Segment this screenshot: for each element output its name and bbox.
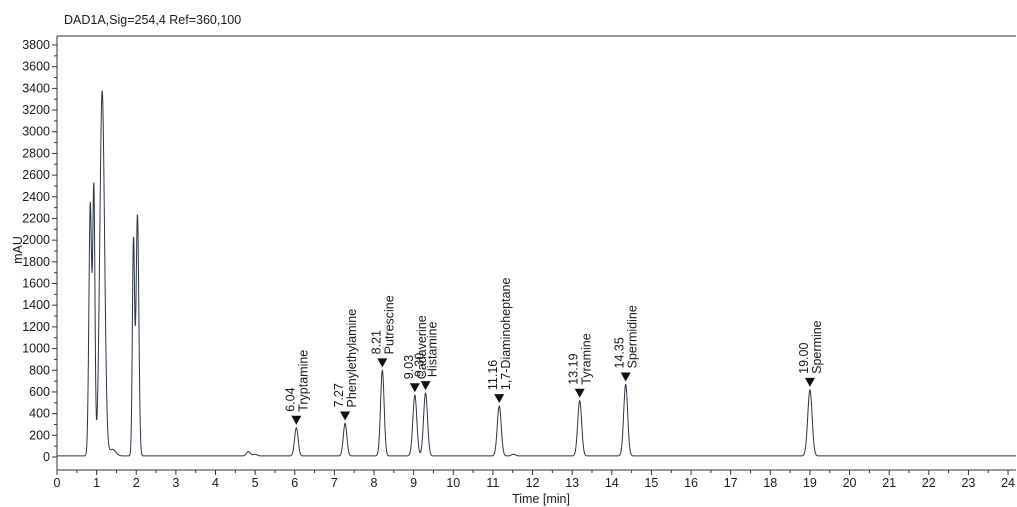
peak-marker — [377, 358, 388, 368]
x-tick-label: 19 — [803, 476, 817, 490]
y-tick-label: 2800 — [22, 146, 50, 160]
chart-title: DAD1A,Sig=254,4 Ref=360,100 — [64, 13, 242, 27]
peak-name: Putrescine — [382, 295, 396, 354]
x-tick-label: 23 — [961, 476, 975, 490]
peak-name: Histamine — [426, 321, 440, 377]
x-tick-label: 3 — [172, 476, 179, 490]
axes: 0200400600800100012001400160018002000220… — [22, 35, 1016, 490]
y-tick-label: 1800 — [22, 255, 50, 269]
peak-marker — [340, 411, 351, 421]
peak-name: Cadaverine — [415, 315, 429, 379]
x-tick-label: 13 — [565, 476, 579, 490]
x-tick-label: 4 — [212, 476, 219, 490]
y-tick-label: 1600 — [22, 277, 50, 291]
peak-annotations: 6.04 Tryptamine 7.27 Phenylethylamine 8.21 Pu… — [283, 278, 824, 425]
signal-trace — [57, 90, 1016, 457]
peak-marker — [620, 372, 631, 382]
peak-retention-time: 19.00 — [797, 343, 811, 374]
y-tick-label: 2000 — [22, 233, 50, 247]
peak-marker — [574, 388, 585, 398]
y-tick-label: 200 — [29, 428, 50, 442]
y-tick-label: 1400 — [22, 298, 50, 312]
x-tick-label: 15 — [644, 476, 658, 490]
x-tick-label: 7 — [331, 476, 338, 490]
y-tick-label: 0 — [43, 450, 50, 464]
peak-retention-time: 9.30 — [413, 353, 427, 377]
x-tick-label: 8 — [371, 476, 378, 490]
x-tick-label: 20 — [843, 476, 857, 490]
peak-name: Spermine — [810, 320, 824, 374]
x-tick-label: 12 — [526, 476, 540, 490]
peak-name: Phenylethylamine — [345, 309, 359, 408]
y-tick-label: 3000 — [22, 125, 50, 139]
x-axis-label: Time [min] — [512, 492, 570, 506]
peak-name: Spermidine — [626, 305, 640, 368]
peak-retention-time: 14.35 — [613, 337, 627, 368]
y-tick-label: 400 — [29, 407, 50, 421]
y-tick-label: 1000 — [22, 342, 50, 356]
peak-name: Tryptamine — [296, 350, 310, 412]
peak-retention-time: 11.16 — [486, 360, 500, 390]
y-tick-label: 3200 — [22, 103, 50, 117]
peak-name: 1,7-Diaminoheptane — [499, 278, 513, 391]
peak-marker — [804, 377, 815, 387]
y-tick-label: 600 — [29, 385, 50, 399]
x-tick-label: 16 — [684, 476, 698, 490]
x-tick-label: 9 — [410, 476, 417, 490]
x-tick-label: 11 — [486, 476, 499, 490]
y-tick-label: 3400 — [22, 81, 50, 95]
y-tick-label: 1200 — [22, 320, 50, 334]
x-tick-label: 24 — [1001, 476, 1015, 490]
y-axis-label: mAU — [11, 236, 25, 264]
peak-retention-time: 8.21 — [369, 330, 383, 354]
x-tick-label: 14 — [605, 476, 619, 490]
x-tick-label: 2 — [133, 476, 140, 490]
y-tick-label: 800 — [29, 363, 50, 377]
signal-trace-group — [57, 90, 1016, 457]
peak-marker — [409, 383, 420, 393]
x-tick-label: 1 — [93, 476, 100, 490]
peak-retention-time: 13.19 — [567, 353, 581, 384]
peak-retention-time: 7.27 — [332, 383, 346, 407]
x-tick-label: 0 — [54, 476, 61, 490]
y-tick-label: 3600 — [22, 60, 50, 74]
peak-marker — [420, 381, 431, 391]
x-tick-label: 6 — [291, 476, 298, 490]
x-tick-label: 5 — [252, 476, 259, 490]
peak-name: Tyramine — [580, 333, 594, 384]
x-tick-label: 22 — [922, 476, 936, 490]
y-tick-label: 2400 — [22, 190, 50, 204]
x-tick-label: 18 — [763, 476, 777, 490]
peak-retention-time: 9.03 — [402, 355, 416, 379]
x-tick-label: 17 — [724, 476, 738, 490]
x-tick-label: 10 — [446, 476, 460, 490]
peak-retention-time: 6.04 — [283, 387, 297, 411]
y-tick-label: 2600 — [22, 168, 50, 182]
peak-marker — [494, 394, 505, 404]
peak-marker — [291, 415, 302, 425]
x-tick-label: 21 — [882, 476, 896, 490]
y-tick-label: 2200 — [22, 211, 50, 225]
y-tick-label: 3800 — [22, 38, 50, 52]
